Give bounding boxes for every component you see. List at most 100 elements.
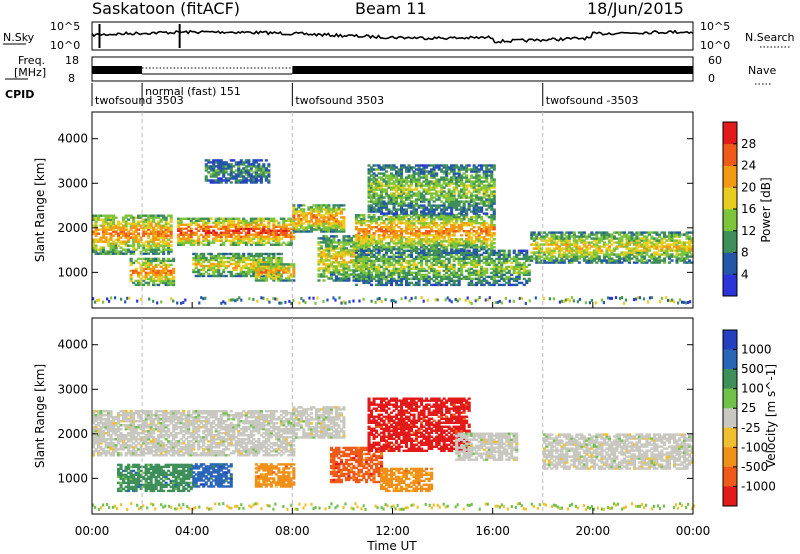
power-cell (432, 180, 436, 183)
power-cell (405, 170, 409, 173)
power-cell (262, 260, 266, 264)
power-cell (400, 172, 404, 175)
power-cell (282, 235, 286, 238)
power-cell (450, 164, 454, 167)
power-cell (237, 227, 241, 230)
power-cell (415, 210, 419, 213)
power-cell (597, 231, 601, 234)
power-cell (457, 267, 461, 271)
power-cell (337, 255, 341, 258)
power-cell (395, 190, 399, 193)
power-cell (527, 263, 531, 267)
power-cell (177, 229, 181, 232)
power-cell (247, 252, 251, 256)
power-cell (465, 192, 469, 195)
power-cell (397, 220, 401, 223)
power-cell (457, 251, 461, 255)
power-cell (475, 236, 479, 239)
power-cell (367, 253, 371, 257)
power-cell (232, 223, 236, 226)
power-cell (490, 244, 494, 247)
power-cell (157, 271, 161, 275)
power-cell (194, 227, 198, 230)
power-cell (370, 253, 374, 257)
power-cell (104, 228, 108, 231)
power-cell (267, 254, 271, 258)
power-cell (545, 257, 549, 260)
power-cell (432, 275, 436, 279)
power-cell (475, 259, 479, 263)
power-cell (164, 277, 168, 281)
power-cell (337, 220, 341, 223)
power-cell (552, 235, 556, 238)
power-cell (97, 216, 101, 219)
power-cell (465, 170, 469, 173)
power-cell (587, 235, 591, 238)
power-cell (269, 243, 273, 246)
power-cell (407, 174, 411, 177)
power-cell (159, 275, 163, 279)
power-cell (249, 266, 253, 270)
power-cell (189, 231, 193, 234)
power-cell (385, 232, 389, 235)
power-cell (359, 224, 363, 227)
power-cell (435, 208, 439, 211)
power-cell (259, 231, 263, 234)
power-cell (109, 214, 113, 217)
power-cell (512, 283, 516, 287)
power-cell (385, 259, 389, 263)
power-cell (274, 267, 278, 270)
power-cell (475, 248, 479, 251)
power-cell (490, 180, 494, 183)
power-cell (400, 279, 404, 283)
power-cell (229, 217, 233, 220)
power-cell (410, 168, 414, 171)
power-cell (402, 273, 406, 277)
power-cell (442, 232, 446, 235)
power-cell (329, 277, 333, 280)
power-cell (159, 218, 163, 221)
power-cell (282, 269, 286, 272)
power-cell (162, 226, 166, 229)
power-cell (442, 265, 446, 269)
power-cell (402, 269, 406, 273)
power-cell (254, 275, 258, 278)
power-cell (367, 206, 371, 209)
power-cell (157, 226, 161, 229)
power-cell (432, 269, 436, 273)
power-cell (137, 244, 141, 247)
power-cell (269, 272, 273, 276)
power-cell (470, 277, 474, 281)
power-cell (132, 224, 136, 227)
power-cell (405, 180, 409, 183)
power-cell (567, 247, 571, 250)
power-cell (490, 249, 494, 252)
power-cell (334, 271, 338, 274)
power-cell (359, 222, 363, 225)
power-cell (390, 273, 394, 277)
power-cell (482, 273, 486, 277)
power-cell (492, 265, 496, 269)
power-cell (365, 267, 369, 271)
power-cell (365, 234, 369, 237)
power-cell (502, 267, 506, 271)
power-cell (289, 275, 293, 278)
power-cell (274, 272, 278, 276)
power-cell (605, 253, 609, 256)
power-cell (207, 239, 211, 242)
power-cell (425, 176, 429, 179)
power-cell (512, 277, 516, 281)
power-cell (422, 204, 426, 207)
power-cell (207, 221, 211, 224)
power-cell (264, 241, 268, 244)
power-cell (234, 217, 238, 220)
power-cell (375, 283, 379, 287)
power-cell (309, 230, 313, 233)
power-cell (482, 251, 486, 255)
power-cell (192, 243, 196, 246)
power-cell (370, 236, 374, 239)
power-cell (485, 194, 489, 197)
power-cell (317, 259, 321, 262)
power-cell (357, 242, 361, 245)
power-cell (112, 244, 116, 247)
